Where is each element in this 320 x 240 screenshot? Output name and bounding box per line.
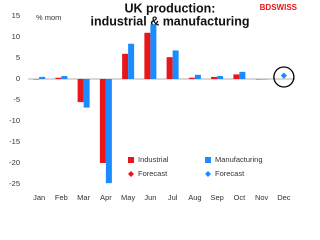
legend-swatch [128, 171, 134, 177]
chart-title: industrial & manufacturing [90, 14, 249, 28]
bar [188, 77, 195, 79]
legend-label: Industrial [138, 155, 169, 164]
bar [233, 74, 240, 79]
x-tick-label: Oct [234, 193, 247, 202]
chart: UK production: industrial & manufacturin… [9, 1, 298, 202]
bar [77, 79, 84, 103]
legend-label: Manufacturing [215, 155, 263, 164]
x-tick-label: May [121, 193, 135, 202]
bar [211, 76, 218, 79]
x-tick-label: Jan [33, 193, 45, 202]
forecast-marker [280, 72, 287, 79]
x-tick-label: Nov [255, 193, 269, 202]
x-tick-label: Mar [77, 193, 90, 202]
highlight-circle [273, 66, 295, 88]
bar [55, 77, 62, 79]
y-tick-label: 0 [16, 74, 20, 83]
y-tick-label: -5 [13, 95, 20, 104]
legend-label: Forecast [138, 169, 168, 178]
bar [122, 53, 129, 79]
y-tick-label: -20 [9, 158, 20, 167]
brand-logo: BDSWISS [260, 3, 298, 12]
bar [194, 74, 201, 79]
legend-swatch [205, 171, 211, 177]
y-tick-label: 15 [12, 11, 20, 20]
y-tick-label: -25 [9, 179, 20, 188]
bar [144, 32, 151, 79]
y-tick-label: -10 [9, 116, 20, 125]
legend-swatch [128, 157, 134, 163]
x-tick-label: Aug [188, 193, 201, 202]
x-tick-label: Dec [277, 193, 291, 202]
bar [166, 57, 173, 79]
y-tick-label: -15 [9, 137, 20, 146]
y-axis-label: % mom [36, 13, 61, 22]
bar [83, 79, 90, 108]
bar [255, 79, 262, 80]
bar [39, 76, 46, 79]
bar [172, 50, 179, 79]
chart-title: UK production: [125, 1, 216, 15]
bar [33, 79, 40, 80]
y-tick-label: 5 [16, 53, 20, 62]
bar [61, 76, 68, 79]
x-tick-label: Sep [210, 193, 223, 202]
bar [239, 71, 246, 79]
x-tick-label: Feb [55, 193, 68, 202]
bar [150, 24, 157, 79]
bar [99, 79, 106, 163]
x-tick-label: Jul [168, 193, 178, 202]
bar [105, 79, 112, 184]
x-tick-label: Apr [100, 193, 112, 202]
legend-swatch [205, 157, 211, 163]
y-tick-label: 10 [12, 32, 20, 41]
legend-label: Forecast [215, 169, 245, 178]
x-tick-label: Jun [144, 193, 156, 202]
bar [217, 76, 224, 79]
bar [128, 43, 135, 79]
bar [261, 79, 268, 80]
